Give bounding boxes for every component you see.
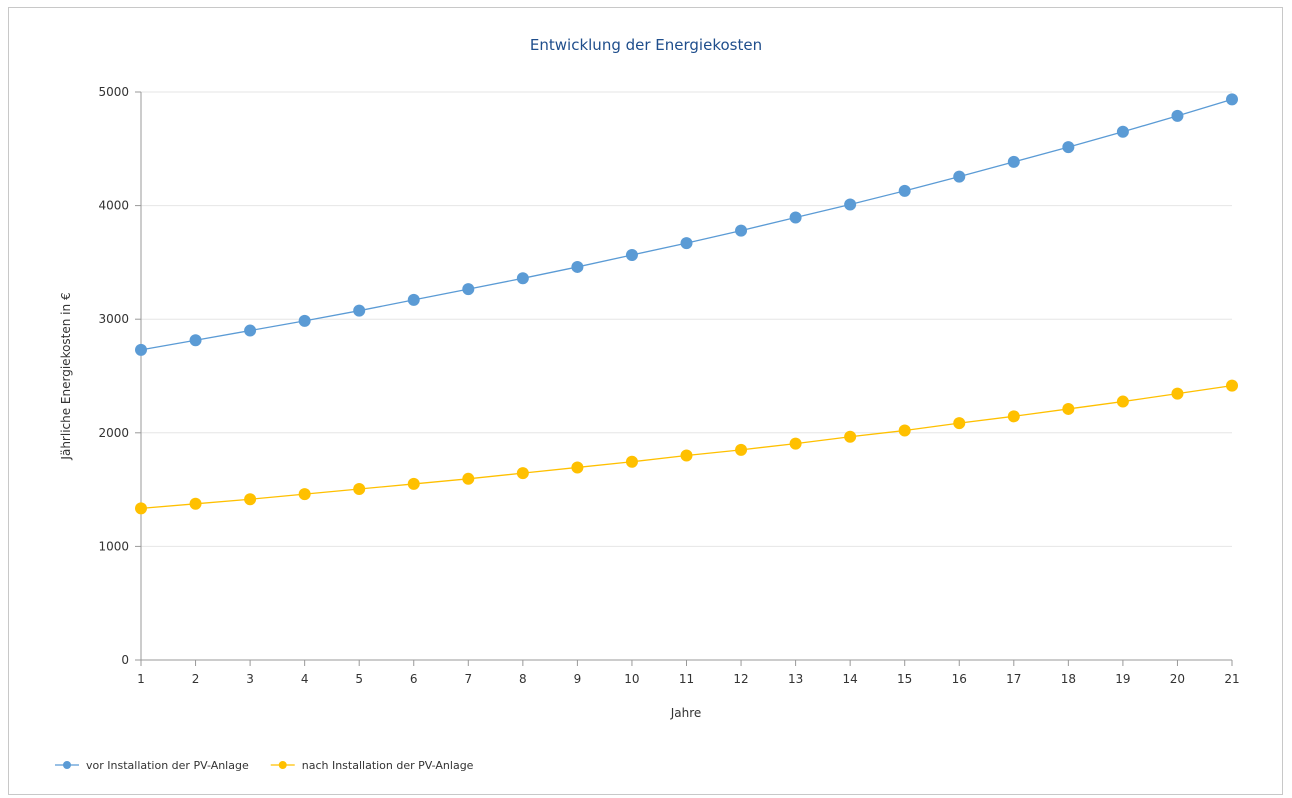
data-point[interactable] [735, 224, 748, 237]
data-point[interactable] [680, 237, 693, 250]
data-point[interactable] [353, 304, 366, 317]
data-point[interactable] [571, 461, 584, 474]
x-tick-label: 1 [137, 672, 145, 686]
grid-lines [141, 91, 1232, 547]
data-point[interactable] [1116, 395, 1129, 408]
y-axis-label: Jährliche Energiekosten in € [59, 292, 73, 460]
legend-label: nach Installation der PV-Anlage [302, 759, 474, 772]
data-point[interactable] [189, 334, 202, 347]
data-point[interactable] [789, 211, 802, 224]
x-tick-label: 20 [1170, 672, 1185, 686]
legend-item-1[interactable]: vor Installation der PV-Anlage [55, 759, 249, 772]
data-point[interactable] [680, 449, 693, 462]
data-point[interactable] [516, 467, 529, 480]
data-point[interactable] [1171, 109, 1184, 122]
x-tick-label: 3 [246, 672, 254, 686]
data-point[interactable] [898, 424, 911, 437]
legend: vor Installation der PV-Anlage nach Insta… [55, 759, 474, 772]
data-point[interactable] [407, 477, 420, 490]
x-tick-label: 2 [192, 672, 200, 686]
y-tick-label: 3000 [98, 312, 129, 326]
data-point[interactable] [625, 249, 638, 262]
data-point[interactable] [735, 443, 748, 456]
series-2 [135, 379, 1238, 515]
data-point[interactable] [353, 483, 366, 496]
data-point[interactable] [462, 283, 475, 296]
data-point[interactable] [135, 343, 147, 356]
x-tick-label: 11 [679, 672, 694, 686]
data-point[interactable] [625, 455, 638, 468]
y-tick-label: 5000 [98, 85, 129, 99]
data-point[interactable] [844, 430, 857, 443]
data-point[interactable] [244, 493, 257, 506]
x-tick-label: 16 [952, 672, 967, 686]
y-axis-ticks: 0 1000 2000 3000 4000 5000 [98, 85, 141, 667]
x-tick-label: 18 [1061, 672, 1076, 686]
x-tick-label: 9 [574, 672, 582, 686]
x-tick-label: 17 [1006, 672, 1021, 686]
data-point[interactable] [571, 260, 584, 273]
series-1 [135, 93, 1238, 356]
x-tick-label: 15 [897, 672, 912, 686]
data-point[interactable] [1171, 387, 1184, 400]
series-group [135, 93, 1238, 515]
data-point[interactable] [1007, 155, 1020, 168]
x-tick-label: 8 [519, 672, 527, 686]
legend-marker [278, 761, 287, 769]
data-point[interactable] [298, 314, 311, 327]
x-tick-label: 19 [1115, 672, 1130, 686]
y-tick-label: 1000 [98, 539, 129, 553]
data-point[interactable] [1116, 125, 1129, 138]
data-point[interactable] [953, 417, 966, 430]
data-point[interactable] [407, 293, 420, 306]
y-tick-label: 2000 [98, 426, 129, 440]
legend-item-2[interactable]: nach Installation der PV-Anlage [270, 759, 474, 772]
x-tick-label: 10 [624, 672, 639, 686]
data-point[interactable] [189, 497, 202, 510]
data-point[interactable] [135, 502, 147, 515]
x-tick-label: 4 [301, 672, 309, 686]
data-point[interactable] [1226, 93, 1238, 106]
x-axis-ticks: 1 2 3 4 5 6 7 8 9 10 11 12 13 14 15 16 17 18 19 20 21 [137, 660, 1240, 686]
data-point[interactable] [1226, 379, 1238, 392]
data-point[interactable] [244, 324, 257, 337]
data-point[interactable] [953, 170, 966, 183]
x-tick-label: 6 [410, 672, 418, 686]
data-point[interactable] [1007, 410, 1020, 423]
x-tick-label: 14 [843, 672, 858, 686]
legend-label: vor Installation der PV-Anlage [86, 759, 249, 772]
y-tick-label: 0 [121, 653, 129, 667]
series-line [140, 98, 1233, 351]
axes [140, 92, 1232, 661]
x-tick-label: 7 [464, 672, 472, 686]
x-tick-label: 12 [733, 672, 748, 686]
legend-marker [63, 761, 71, 769]
chart-title: Entwicklung der Energiekosten [530, 36, 762, 54]
chart-frame [8, 7, 1283, 795]
y-tick-label: 4000 [98, 199, 129, 213]
x-tick-label: 21 [1224, 672, 1239, 686]
x-tick-label: 13 [788, 672, 803, 686]
data-point[interactable] [516, 272, 529, 285]
data-point[interactable] [462, 472, 475, 485]
data-point[interactable] [1062, 402, 1075, 415]
x-tick-label: 5 [355, 672, 363, 686]
x-axis-label: Jahre [670, 706, 702, 720]
data-point[interactable] [298, 488, 311, 501]
data-point[interactable] [898, 184, 911, 197]
data-point[interactable] [1062, 141, 1075, 154]
data-point[interactable] [789, 437, 802, 450]
data-point[interactable] [844, 198, 857, 211]
